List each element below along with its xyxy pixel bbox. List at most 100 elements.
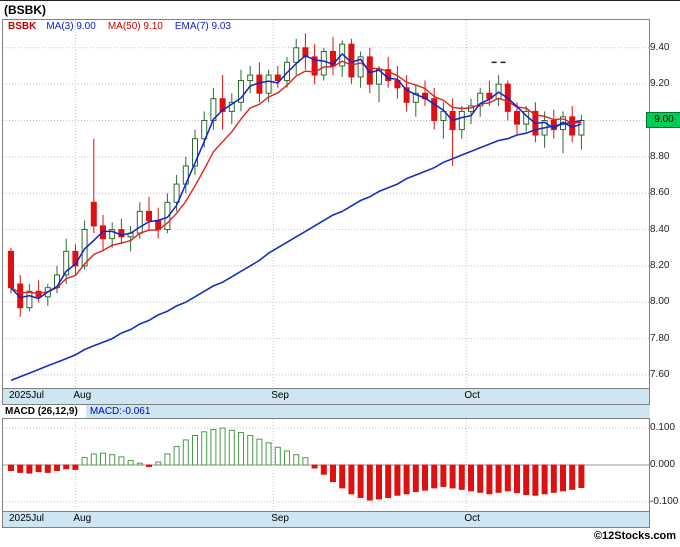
macd-tick-label: -0.100 <box>650 495 679 507</box>
legend-item: MA(50) 9.10 <box>107 21 163 32</box>
ticker-symbol: BSBK <box>8 21 37 32</box>
macd-bar-positive <box>201 431 208 466</box>
macd-bar-positive <box>90 453 97 466</box>
macd-bar-negative <box>54 464 60 472</box>
macd-bar-negative <box>523 464 530 496</box>
price-axis: 9.00 9.409.209.008.808.608.408.208.007.8… <box>646 20 680 388</box>
macd-bar-negative <box>440 464 447 487</box>
macd-bar-negative <box>366 464 373 501</box>
macd-bar-negative <box>550 464 557 493</box>
macd-bar-positive <box>284 450 290 466</box>
candle <box>477 92 484 107</box>
candle <box>284 61 290 82</box>
candle <box>173 183 180 203</box>
macd-bar-negative <box>72 464 79 470</box>
candle <box>8 250 14 289</box>
candle <box>320 50 327 76</box>
macd-bar-negative <box>578 464 585 488</box>
indicator-legend-items: MA(3) 9.00 MA(50) 9.10 EMA(7) 9.03 <box>46 21 243 32</box>
macd-bar-negative <box>35 464 42 473</box>
candle <box>63 250 70 276</box>
current-price-box: 9.00 <box>646 112 680 129</box>
macd-bar-positive <box>210 429 217 466</box>
macd-bar-negative <box>44 464 51 473</box>
macd-current-value: MACD:-0.061 <box>89 406 151 417</box>
macd-bar-positive <box>247 434 254 466</box>
macd-bar-positive <box>219 427 226 466</box>
price-tick-label: 7.60 <box>650 368 670 380</box>
macd-bar-negative <box>486 464 493 495</box>
macd-bar-negative <box>311 464 318 469</box>
month-label: Oct <box>464 513 480 524</box>
candle <box>219 98 226 112</box>
candle <box>201 119 208 140</box>
macd-bar-positive <box>238 432 244 466</box>
macd-bar-negative <box>477 464 484 493</box>
month-label: Oct <box>464 390 480 401</box>
macd-bar-positive <box>109 454 116 466</box>
macd-bar-negative <box>330 464 336 483</box>
candle <box>440 110 447 121</box>
candle <box>458 110 465 131</box>
month-label: 2025Jul <box>9 390 45 401</box>
candle <box>228 101 235 112</box>
macd-bar-positive <box>274 446 281 466</box>
candle <box>238 80 244 103</box>
candle <box>412 92 419 103</box>
macd-bar-negative <box>569 464 576 490</box>
macd-bar-negative <box>560 464 566 492</box>
macd-bar-positive <box>136 462 143 466</box>
candle <box>192 138 198 167</box>
price-chart-panel <box>2 19 650 389</box>
macd-bar-positive <box>228 429 235 466</box>
candle <box>578 119 585 136</box>
ma3-line <box>10 52 582 300</box>
macd-bar-negative <box>394 464 401 496</box>
macd-bar-positive <box>164 453 171 466</box>
macd-bar-negative <box>532 464 539 496</box>
candle <box>274 74 281 82</box>
candle <box>302 47 309 58</box>
candle <box>339 43 346 67</box>
macd-bar-negative <box>514 464 520 494</box>
candle <box>118 229 125 238</box>
macd-bar-negative <box>339 464 346 489</box>
macd-params-label: MACD (26,12,9) <box>2 405 86 418</box>
price-tick-label: 8.00 <box>650 296 670 308</box>
candle <box>514 110 520 125</box>
candle <box>109 229 116 240</box>
candle <box>81 229 88 267</box>
candle <box>90 201 97 227</box>
macd-bar-positive <box>155 461 162 466</box>
watermark-link[interactable]: ©12Stocks.com <box>593 530 676 542</box>
candlestick-plot <box>3 20 649 388</box>
macd-bar-positive <box>302 457 309 466</box>
macd-chart-panel <box>2 418 650 512</box>
month-label: Sep <box>271 513 289 524</box>
candle <box>403 87 410 103</box>
macd-bar-negative <box>495 464 502 493</box>
macd-bar-negative <box>8 464 14 472</box>
candle <box>311 56 318 76</box>
macd-tick-label: 0.000 <box>650 459 676 470</box>
month-label: 2025Jul <box>9 513 45 524</box>
macd-bar-positive <box>182 439 189 466</box>
candle <box>26 290 33 309</box>
price-tick-label: 8.60 <box>650 187 670 199</box>
macd-bar-positive <box>81 457 88 466</box>
macd-tick-label: 0.100 <box>650 422 676 434</box>
ema7-line <box>10 60 582 295</box>
candle <box>394 80 401 89</box>
macd-bar-negative <box>412 464 419 493</box>
price-tick-label: 9.20 <box>650 78 670 90</box>
candle <box>164 201 171 231</box>
x-axis-month-band: 2025Jul Aug Sep Oct <box>2 388 650 405</box>
legend-item: MA(3) 9.00 <box>46 21 96 32</box>
macd-value-strip: MACD:-0.061 <box>85 405 650 418</box>
macd-axis: 0.100 0.000 -0.100 <box>650 419 680 511</box>
macd-bar-positive <box>265 442 272 466</box>
x-axis-month-band-bottom: 2025Jul Aug Sep Oct <box>2 511 650 528</box>
candle <box>265 74 272 94</box>
candle <box>247 74 254 82</box>
